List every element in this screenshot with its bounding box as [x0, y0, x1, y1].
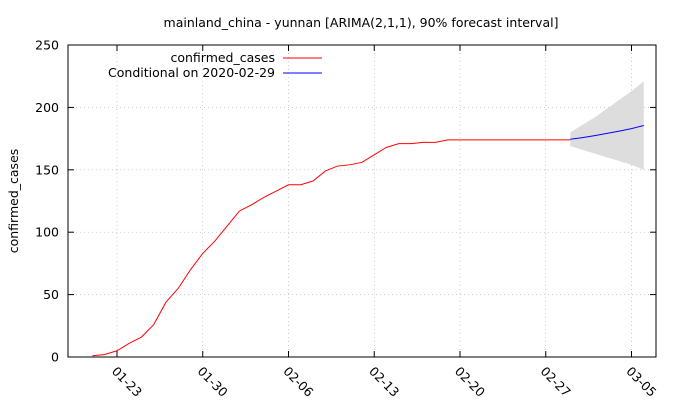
x-tick-label: 02-06 [280, 364, 316, 400]
legend-label-confirmed-cases: confirmed_cases [170, 50, 275, 65]
y-tick-label: 150 [35, 162, 59, 177]
x-tick-label: 03-05 [623, 364, 659, 400]
y-axis-label: confirmed_cases [6, 149, 21, 254]
y-axis: 0 50 100 150 200 250 [35, 38, 656, 365]
forecast-interval-layer [570, 81, 644, 170]
y-tick-label: 0 [51, 350, 59, 365]
y-tick-label: 250 [35, 38, 59, 53]
confirmed-cases-line [92, 139, 571, 357]
grid [68, 45, 656, 357]
x-tick-label: 02-20 [452, 364, 488, 400]
chart-title: mainland_china - yunnan [ARIMA(2,1,1), 9… [164, 15, 559, 30]
y-tick-label: 50 [43, 287, 59, 302]
x-axis: 01-23 01-30 02-06 02-13 02-20 02-27 03-05 [109, 45, 660, 400]
forecast-line [570, 125, 644, 140]
legend-label-conditional: Conditional on 2020-02-29 [108, 65, 275, 80]
legend: confirmed_cases Conditional on 2020-02-2… [108, 50, 322, 80]
legend-entry-confirmed-cases: confirmed_cases [170, 50, 322, 65]
forecast-interval-band [570, 81, 644, 170]
x-tick-label: 01-23 [109, 364, 145, 400]
y-tick-label: 200 [35, 100, 59, 115]
y-tick-label: 100 [35, 225, 59, 240]
legend-entry-conditional: Conditional on 2020-02-29 [108, 65, 322, 80]
series-layer [92, 125, 644, 357]
plot-frame [67, 44, 657, 358]
x-tick-label: 01-30 [195, 364, 231, 400]
x-tick-label: 02-27 [538, 364, 574, 400]
x-tick-label: 02-13 [366, 364, 402, 400]
